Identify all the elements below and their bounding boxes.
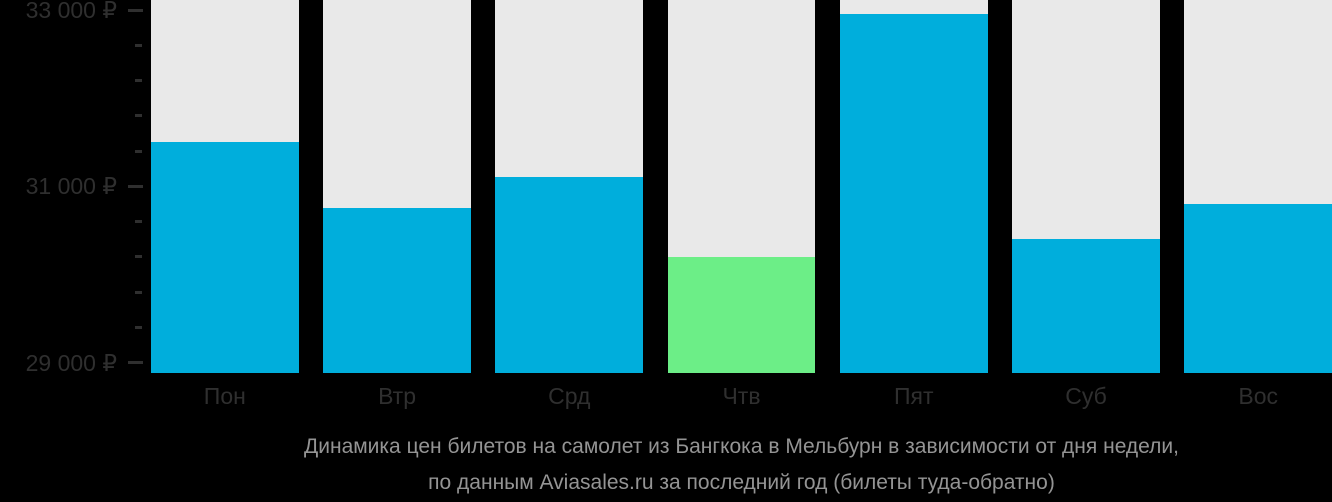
bar-column-tue: Втр xyxy=(323,0,471,411)
bar-column-mon: Пон xyxy=(151,0,299,411)
x-axis-label-thu: Чтв xyxy=(722,383,761,409)
y-axis-minor-tick xyxy=(135,149,142,153)
y-axis-minor-tick xyxy=(135,325,142,329)
y-axis: 33 000 ₽ 31 000 ₽ 29 000 ₽ xyxy=(0,0,151,376)
bar-fill-lowest-price xyxy=(667,256,816,373)
x-axis-label-sun: Вос xyxy=(1238,383,1279,409)
bar-fill xyxy=(839,14,988,373)
x-axis-label-mon: Пон xyxy=(203,383,246,409)
y-axis-major-tick xyxy=(128,361,143,364)
bar-column-sun: Вос xyxy=(1184,0,1332,411)
y-axis-minor-tick xyxy=(135,290,142,294)
bar-track xyxy=(151,0,299,373)
y-axis-minor-tick xyxy=(135,220,142,223)
x-axis-label-sat: Суб xyxy=(1065,383,1107,409)
y-axis-minor-tick xyxy=(135,43,142,47)
y-axis-minor-tick xyxy=(135,79,142,82)
bar-fill xyxy=(323,208,471,373)
bar-fill xyxy=(151,142,299,373)
bar-column-wed: Срд xyxy=(495,0,644,411)
bar-column-fri: Пят xyxy=(839,0,988,411)
bar-fill xyxy=(495,177,644,373)
bar-track xyxy=(1184,0,1332,373)
y-axis-major-tick xyxy=(128,184,143,188)
bar-track xyxy=(495,0,644,373)
bar-track xyxy=(323,0,471,373)
bar-columns: Пон Втр Срд Чтв Пят Суб Вос xyxy=(151,0,1332,411)
chart-subtitle: по данным Aviasales.ru за последний год … xyxy=(428,471,1055,494)
x-axis-label-fri: Пят xyxy=(893,383,934,409)
y-axis-label-33000: 33 000 ₽ xyxy=(25,0,117,23)
y-axis-minor-tick xyxy=(135,255,142,259)
y-axis-minor-tick xyxy=(135,114,142,118)
bar-fill xyxy=(1012,239,1160,373)
bar-column-thu: Чтв xyxy=(667,0,816,411)
bar-track xyxy=(667,0,816,373)
chart-title: Динамика цен билетов на самолет из Бангк… xyxy=(304,435,1179,458)
x-axis-label-tue: Втр xyxy=(378,383,416,409)
bar-track xyxy=(839,0,988,373)
x-axis-label-wed: Срд xyxy=(548,383,591,409)
bar-fill xyxy=(1184,203,1332,373)
y-axis-major-tick xyxy=(128,8,143,12)
bar-column-sat: Суб xyxy=(1012,0,1160,411)
y-axis-label-29000: 29 000 ₽ xyxy=(25,349,117,376)
bar-track xyxy=(1012,0,1160,373)
y-axis-label-31000: 31 000 ₽ xyxy=(25,173,117,200)
chart-caption: Динамика цен билетов на самолет из Бангк… xyxy=(151,429,1332,501)
